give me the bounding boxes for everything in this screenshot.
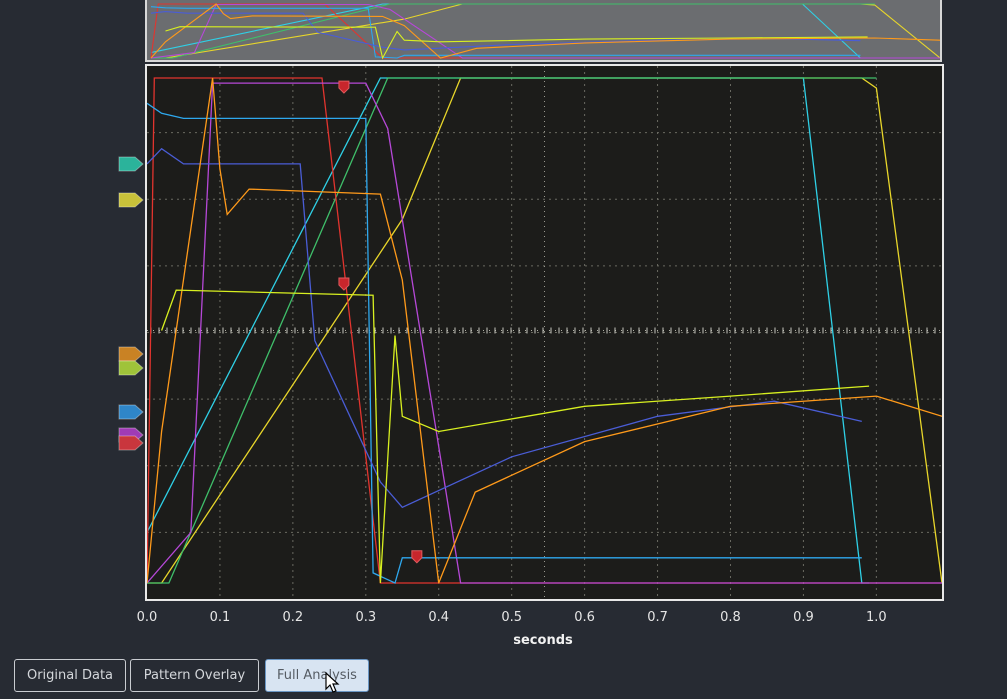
pattern-overlay-button[interactable]: Pattern Overlay xyxy=(130,659,259,692)
scope-plot-area[interactable] xyxy=(145,64,944,601)
x-tick-label: 0.3 xyxy=(355,610,377,625)
series-line-7 xyxy=(147,77,942,584)
overview-plot xyxy=(150,3,940,60)
full-analysis-button[interactable]: Full Analysis xyxy=(265,659,369,692)
channel-marker-lime[interactable] xyxy=(118,360,144,376)
scope-plot xyxy=(147,66,942,599)
overview-navigator[interactable] xyxy=(145,0,942,62)
x-tick-label: 1.0 xyxy=(866,610,887,625)
trigger-marker-1 xyxy=(338,277,350,291)
x-tick-label: 0.7 xyxy=(647,610,668,625)
overview-series-1 xyxy=(150,3,868,59)
overview-series-3 xyxy=(150,3,940,59)
x-tick-label: 0.5 xyxy=(501,610,523,625)
series-line-5 xyxy=(147,102,862,584)
series-line-6 xyxy=(147,147,862,509)
channel-marker-red[interactable] xyxy=(118,435,144,451)
overview-series-4 xyxy=(150,3,940,59)
channel-marker-yellow[interactable] xyxy=(118,192,144,208)
x-axis-label: seconds xyxy=(513,633,573,648)
overview-series-0 xyxy=(151,3,940,59)
x-tick-label: 0.6 xyxy=(574,610,595,625)
x-tick-label: 0.9 xyxy=(793,610,814,625)
mouse-cursor-icon xyxy=(325,672,340,693)
original-data-button[interactable]: Original Data xyxy=(14,659,126,692)
overview-series-5 xyxy=(150,6,861,59)
trigger-marker-0 xyxy=(338,80,350,94)
overview-series-8 xyxy=(165,26,868,60)
trigger-marker-2 xyxy=(411,550,423,564)
series-line-4 xyxy=(147,82,942,584)
series-line-2 xyxy=(147,77,877,584)
x-tick-label: 0.8 xyxy=(720,610,741,625)
x-tick-label: 0.0 xyxy=(136,610,158,625)
overview-series-2 xyxy=(151,3,875,59)
series-line-8 xyxy=(160,289,870,584)
channel-marker-blue[interactable] xyxy=(118,404,144,420)
channel-marker-orange[interactable] xyxy=(118,346,144,362)
channel-marker-teal[interactable] xyxy=(118,156,144,172)
overview-series-7 xyxy=(150,3,940,59)
x-tick-label: 0.4 xyxy=(428,610,450,625)
x-tick-label: 0.2 xyxy=(282,610,304,625)
x-tick-label: 0.1 xyxy=(209,610,231,625)
